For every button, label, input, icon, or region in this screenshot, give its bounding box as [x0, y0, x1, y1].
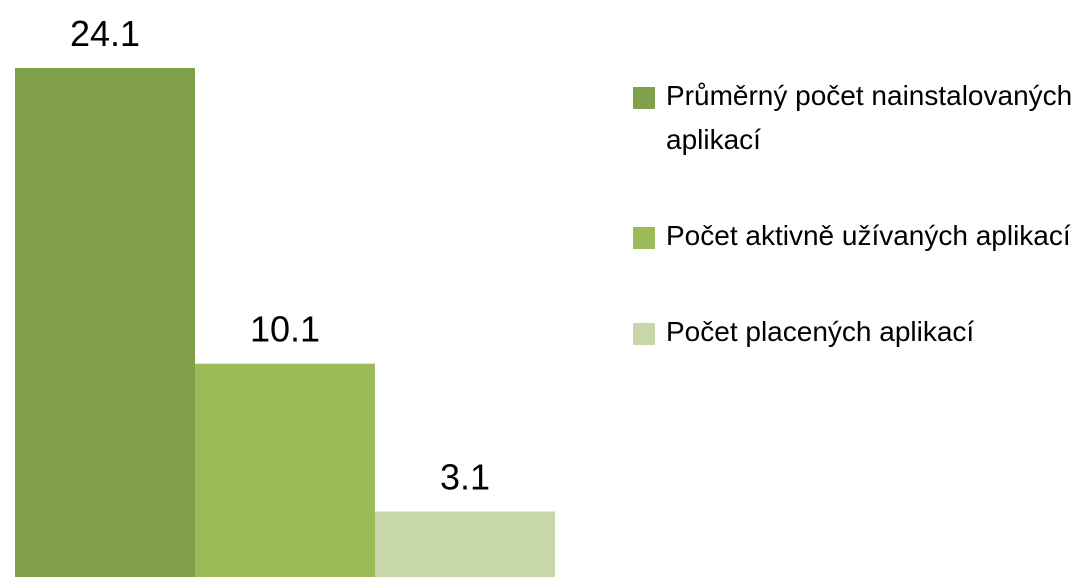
data-label: 3.1 [440, 457, 490, 498]
chart: 24.1 10.1 3.1 [15, 13, 555, 577]
legend: Průměrný počet nainstalovaných aplikací P… [633, 74, 1083, 406]
legend-swatch [633, 87, 655, 109]
legend-label: Počet placených aplikací [666, 316, 975, 347]
data-label: 24.1 [70, 13, 140, 54]
legend-label: Počet aktivně užívaných aplikací [666, 220, 1071, 251]
legend-label: Průměrný počet nainstalovaných aplikací [666, 80, 1073, 155]
legend-item: Počet placených aplikací [633, 310, 1083, 354]
legend-item: Počet aktivně užívaných aplikací [633, 214, 1083, 258]
bar [15, 68, 195, 577]
bar [195, 363, 375, 577]
legend-item: Průměrný počet nainstalovaných aplikací [633, 74, 1083, 162]
legend-swatch [633, 323, 655, 345]
data-label: 10.1 [250, 309, 320, 350]
bar [375, 511, 555, 577]
legend-swatch [633, 227, 655, 249]
